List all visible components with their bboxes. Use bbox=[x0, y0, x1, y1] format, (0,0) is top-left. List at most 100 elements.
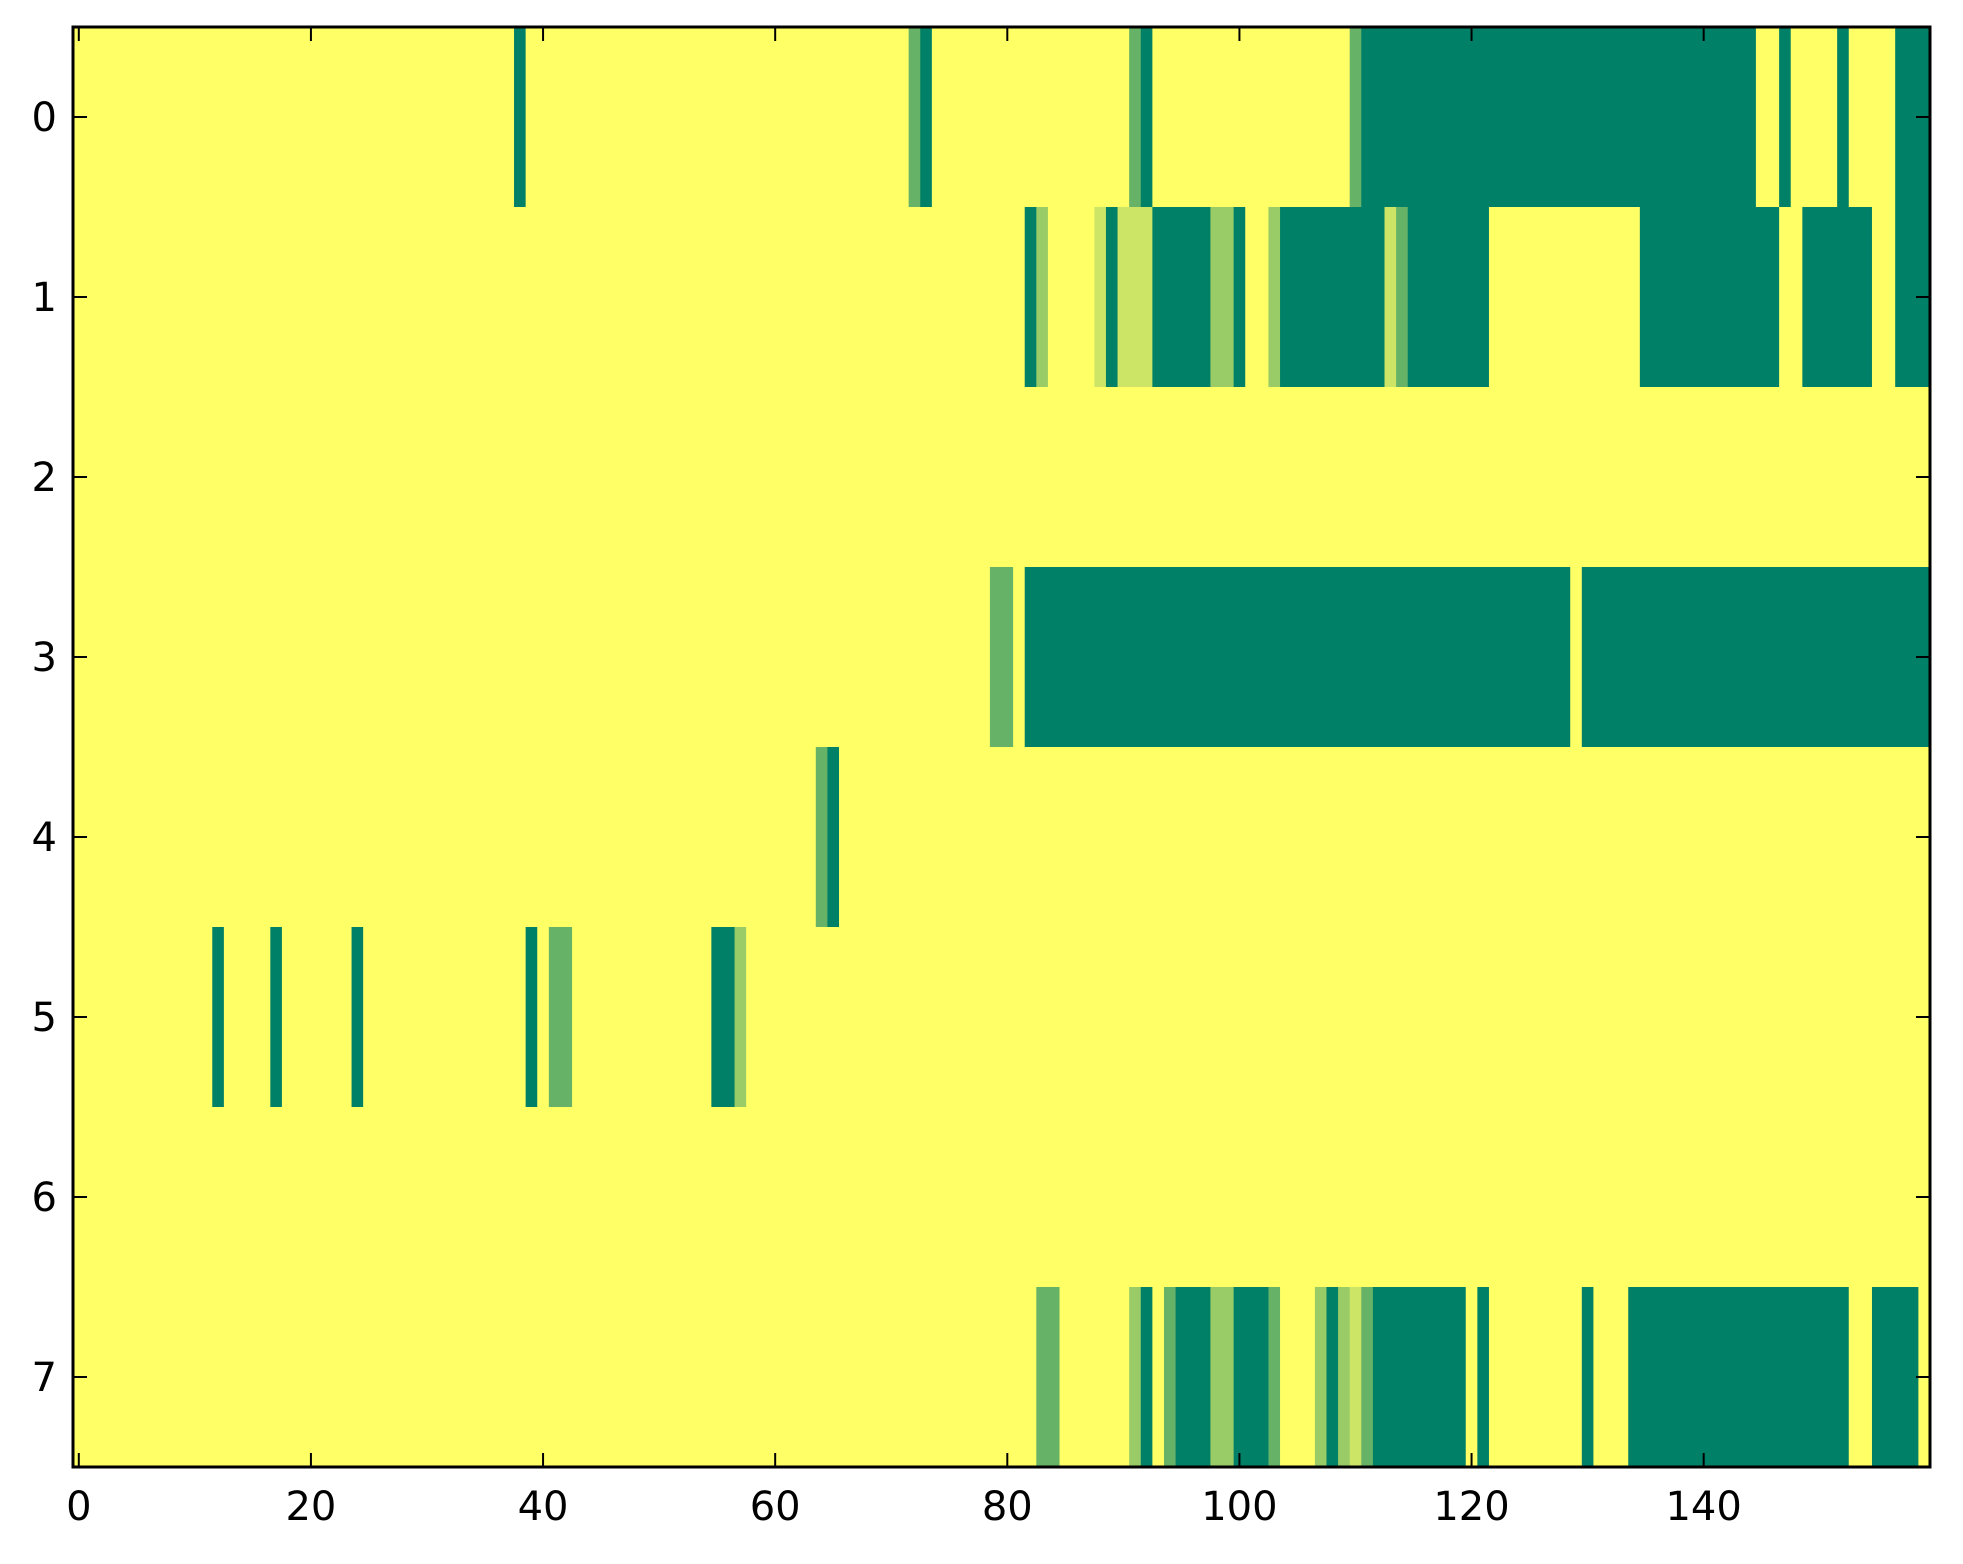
heatmap-cell bbox=[1105, 207, 1119, 388]
heatmap-cell bbox=[107, 27, 121, 208]
heatmap-cell bbox=[490, 1107, 504, 1288]
heatmap-cell bbox=[107, 1287, 121, 1468]
heatmap-cell bbox=[548, 1107, 562, 1288]
heatmap-cell bbox=[1767, 927, 1780, 1108]
heatmap-cell bbox=[676, 387, 689, 568]
heatmap-cell bbox=[1523, 27, 1536, 208]
heatmap-cell bbox=[293, 207, 306, 388]
heatmap-cell bbox=[131, 27, 144, 208]
heatmap-cell bbox=[1407, 1287, 1420, 1468]
heatmap-cell bbox=[1013, 567, 1026, 748]
heatmap-cell bbox=[583, 1107, 596, 1288]
heatmap-cell bbox=[1036, 1287, 1049, 1468]
heatmap-cell bbox=[1663, 387, 1676, 568]
heatmap-cell bbox=[978, 27, 991, 208]
heatmap-cell bbox=[1732, 27, 1745, 208]
heatmap-cell bbox=[885, 387, 898, 568]
heatmap-cell bbox=[1616, 567, 1629, 748]
heatmap-cell bbox=[850, 207, 863, 388]
heatmap-cell bbox=[595, 27, 608, 208]
heatmap-cell bbox=[502, 207, 515, 388]
heatmap-cell bbox=[1198, 1287, 1212, 1468]
heatmap-cell bbox=[537, 387, 550, 568]
heatmap-cell bbox=[1024, 1287, 1037, 1468]
heatmap-cell bbox=[258, 207, 271, 388]
heatmap-cell bbox=[154, 387, 167, 568]
heatmap-cell bbox=[1512, 927, 1525, 1108]
heatmap-cell bbox=[1338, 1287, 1351, 1468]
heatmap-cell bbox=[1732, 747, 1745, 928]
heatmap-cell bbox=[1709, 387, 1722, 568]
heatmap-cell bbox=[1500, 27, 1513, 208]
heatmap-cell bbox=[1895, 387, 1908, 568]
heatmap-cell bbox=[131, 1287, 144, 1468]
heatmap-cell bbox=[1813, 567, 1827, 748]
heatmap-cell bbox=[1105, 1107, 1119, 1288]
heatmap-cell bbox=[131, 387, 144, 568]
heatmap-cell bbox=[119, 747, 132, 928]
heatmap-cell bbox=[1256, 27, 1270, 208]
heatmap-cell bbox=[1860, 27, 1873, 208]
heatmap-cell bbox=[328, 1287, 341, 1468]
heatmap-cell bbox=[1105, 567, 1119, 748]
heatmap-cell bbox=[1593, 27, 1606, 208]
heatmap-cell bbox=[1639, 567, 1653, 748]
heatmap-cell bbox=[873, 927, 887, 1108]
heatmap-cell bbox=[664, 927, 678, 1108]
heatmap-cell bbox=[490, 27, 504, 208]
heatmap-cell bbox=[1605, 27, 1618, 208]
heatmap-cell bbox=[1117, 747, 1130, 928]
heatmap-cell bbox=[1744, 207, 1757, 388]
heatmap-cell bbox=[131, 1107, 144, 1288]
heatmap-cell bbox=[769, 387, 782, 568]
heatmap-cell bbox=[804, 747, 817, 928]
heatmap-cell bbox=[1837, 27, 1850, 208]
heatmap-cell bbox=[769, 207, 782, 388]
heatmap-cell bbox=[281, 387, 295, 568]
heatmap-cell bbox=[1314, 747, 1328, 928]
heatmap-cell bbox=[1059, 387, 1072, 568]
heatmap-cell bbox=[780, 567, 794, 748]
heatmap-cell bbox=[1616, 387, 1629, 568]
heatmap-cell bbox=[873, 747, 887, 928]
heatmap-cell bbox=[1036, 207, 1049, 388]
heatmap-cell bbox=[1384, 567, 1397, 748]
heatmap-cell bbox=[641, 387, 654, 568]
heatmap-cell bbox=[177, 27, 190, 208]
heatmap-cell bbox=[1024, 27, 1037, 208]
heatmap-cell bbox=[630, 1287, 643, 1468]
heatmap-cell bbox=[467, 207, 480, 388]
heatmap-cell bbox=[177, 567, 190, 748]
heatmap-cell bbox=[908, 747, 921, 928]
heatmap-cell bbox=[1140, 27, 1153, 208]
heatmap-cell bbox=[339, 1107, 353, 1288]
heatmap-cell bbox=[1245, 747, 1258, 928]
heatmap-cell bbox=[1314, 927, 1328, 1108]
heatmap-cell bbox=[1837, 567, 1850, 748]
heatmap-cell bbox=[1674, 747, 1687, 928]
heatmap-cell bbox=[374, 747, 387, 928]
heatmap-cell bbox=[1013, 747, 1026, 928]
heatmap-cell bbox=[386, 1287, 399, 1468]
heatmap-cell bbox=[479, 747, 492, 928]
heatmap-cell bbox=[1071, 27, 1084, 208]
heatmap-cell bbox=[1581, 207, 1595, 388]
heatmap-cell bbox=[1245, 567, 1258, 748]
heatmap-cell bbox=[1105, 1287, 1119, 1468]
heatmap-cell bbox=[1163, 27, 1177, 208]
heatmap-cell bbox=[1291, 747, 1304, 928]
heatmap-cell bbox=[154, 747, 167, 928]
heatmap-cell bbox=[1419, 1287, 1432, 1468]
heatmap-cell bbox=[688, 747, 701, 928]
heatmap-cell bbox=[1639, 1107, 1653, 1288]
heatmap-cell bbox=[1326, 1287, 1339, 1468]
heatmap-cell bbox=[432, 27, 445, 208]
heatmap-cell bbox=[1709, 927, 1722, 1108]
heatmap-cell bbox=[84, 927, 97, 1108]
heatmap-cell bbox=[1825, 1287, 1838, 1468]
heatmap-cell bbox=[1848, 387, 1861, 568]
heatmap-cell bbox=[409, 1287, 422, 1468]
heatmap-cell bbox=[235, 747, 248, 928]
heatmap-cell bbox=[1581, 747, 1595, 928]
heatmap-cell bbox=[1535, 1107, 1548, 1288]
